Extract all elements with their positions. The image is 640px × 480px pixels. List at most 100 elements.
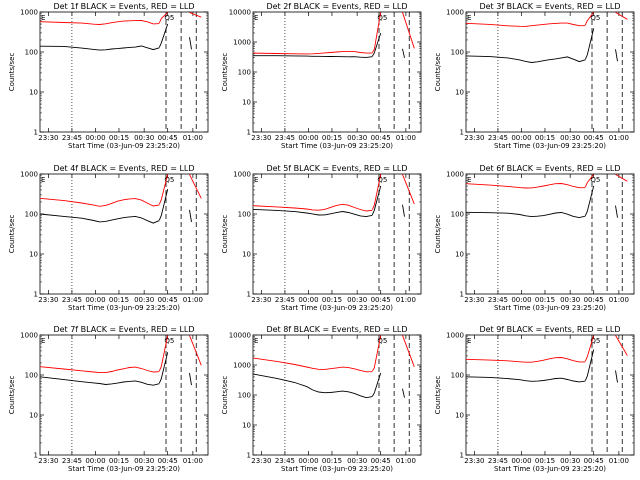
y-tick-label: 100 bbox=[451, 49, 464, 57]
series-line-events bbox=[465, 376, 586, 383]
series-rise-events bbox=[371, 185, 382, 216]
panel-det-7: Det 7f BLACK = Events, RED = LLD 1 10 100 10… bbox=[8, 325, 209, 473]
y-axis-label: Counts/sec bbox=[221, 376, 229, 415]
panel-title: Det 3f BLACK = Events, RED = LLD bbox=[479, 2, 620, 11]
series-rise-events bbox=[158, 352, 169, 384]
flag-label-start: E bbox=[41, 337, 45, 345]
series-decline-lld bbox=[189, 174, 202, 199]
y-tick-label: 100 bbox=[451, 372, 464, 380]
y-tick-label: 100 bbox=[238, 392, 251, 400]
series-line-lld bbox=[252, 357, 373, 373]
series-decline-events bbox=[189, 373, 192, 386]
x-tick-label: 00:15 bbox=[535, 457, 555, 465]
series-rise-lld bbox=[371, 335, 382, 372]
x-tick-label: 23:45 bbox=[275, 457, 295, 465]
x-tick-label: 23:45 bbox=[275, 134, 295, 142]
flag-label-start: E bbox=[467, 14, 471, 22]
x-tick-label: 01:00 bbox=[183, 134, 203, 142]
x-tick-label: 01:00 bbox=[183, 296, 203, 304]
x-tick-label: 00:00 bbox=[85, 296, 105, 304]
x-axis-label: Start Time (03-Jun-09 23:25:20) bbox=[68, 304, 180, 312]
x-tick-label: 00:30 bbox=[347, 296, 367, 304]
series-rise-lld bbox=[158, 174, 169, 205]
panel-title: Det 2f BLACK = Events, RED = LLD bbox=[266, 2, 407, 11]
x-tick-label: 01:00 bbox=[609, 457, 629, 465]
y-tick-label: 1000 bbox=[233, 39, 251, 47]
x-tick-label: 23:30 bbox=[251, 134, 271, 142]
series-rise-events bbox=[371, 372, 382, 397]
series-decline-events bbox=[189, 37, 192, 50]
series-line-lld bbox=[465, 22, 586, 27]
x-tick-label: 23:45 bbox=[62, 296, 82, 304]
x-axis-label: Start Time (03-Jun-09 23:25:20) bbox=[494, 304, 606, 312]
y-tick-label: 100 bbox=[238, 211, 251, 219]
series-decline-lld bbox=[615, 12, 628, 20]
flag-label-peak: Q5 bbox=[377, 14, 387, 22]
x-tick-label: 23:30 bbox=[464, 134, 484, 142]
x-tick-label: 23:30 bbox=[251, 457, 271, 465]
y-tick-label: 100 bbox=[25, 372, 38, 380]
panel-title: Det 5f BLACK = Events, RED = LLD bbox=[266, 164, 407, 173]
series-decline-lld bbox=[615, 335, 628, 356]
y-tick-label: 100 bbox=[25, 49, 38, 57]
y-tick-label: 1 bbox=[460, 291, 464, 299]
x-axis-label: Start Time (03-Jun-09 23:25:20) bbox=[281, 142, 393, 150]
flag-label-peak: Q5 bbox=[377, 337, 387, 345]
panel-det-8: Det 8f BLACK = Events, RED = LLD 1 10 100 10… bbox=[221, 325, 422, 473]
y-tick-label: 1000 bbox=[446, 9, 464, 17]
x-tick-label: 01:00 bbox=[396, 296, 416, 304]
x-tick-label: 01:00 bbox=[183, 457, 203, 465]
x-tick-label: 23:30 bbox=[464, 296, 484, 304]
x-tick-label: 23:45 bbox=[488, 134, 508, 142]
series-rise-lld bbox=[371, 174, 382, 210]
series-rise-events bbox=[584, 185, 595, 216]
y-axis-label: Counts/sec bbox=[434, 53, 442, 92]
x-tick-label: 23:30 bbox=[464, 457, 484, 465]
y-tick-label: 1000 bbox=[446, 332, 464, 340]
y-tick-label: 10000 bbox=[229, 332, 251, 340]
panel-det-6: Det 6f BLACK = Events, RED = LLD 1 10 100 10… bbox=[434, 164, 635, 312]
x-tick-label: 00:15 bbox=[535, 134, 555, 142]
panel-det-9: Det 9f BLACK = Events, RED = LLD 1 10 100 10… bbox=[434, 325, 635, 473]
flag-label-start: E bbox=[254, 176, 258, 184]
y-tick-label: 100 bbox=[451, 211, 464, 219]
panel-det-4: Det 4f BLACK = Events, RED = LLD 1 10 100 10… bbox=[8, 164, 209, 312]
y-axis-label: Counts/sec bbox=[8, 53, 16, 92]
series-rise-lld bbox=[158, 12, 169, 24]
y-tick-label: 10 bbox=[455, 251, 464, 259]
series-rise-lld bbox=[584, 174, 595, 188]
plot-frame bbox=[252, 11, 422, 133]
panel-det-3: Det 3f BLACK = Events, RED = LLD 1 10 100 10… bbox=[434, 2, 635, 150]
x-tick-label: 00:15 bbox=[322, 296, 342, 304]
panel-title: Det 7f BLACK = Events, RED = LLD bbox=[53, 325, 194, 334]
flag-label-peak: Q5 bbox=[164, 337, 174, 345]
x-tick-label: 23:30 bbox=[38, 134, 58, 142]
plot-frame bbox=[252, 334, 422, 456]
plot-frame bbox=[39, 334, 209, 456]
series-line-lld bbox=[39, 20, 160, 25]
y-axis-label: Counts/sec bbox=[221, 215, 229, 254]
y-tick-label: 10 bbox=[29, 412, 38, 420]
x-tick-label: 00:15 bbox=[322, 457, 342, 465]
flag-label-start: E bbox=[41, 176, 45, 184]
x-tick-label: 00:30 bbox=[347, 134, 367, 142]
series-line-events bbox=[465, 211, 586, 219]
series-decline-events bbox=[402, 204, 405, 217]
plot-frame bbox=[39, 173, 209, 295]
series-line-events bbox=[39, 45, 160, 51]
y-tick-label: 1 bbox=[34, 291, 38, 299]
x-tick-label: 00:30 bbox=[134, 134, 154, 142]
y-tick-label: 10 bbox=[242, 99, 251, 107]
series-line-lld bbox=[252, 203, 373, 212]
y-axis-label: Counts/sec bbox=[8, 215, 16, 254]
series-rise-events bbox=[158, 23, 169, 48]
series-decline-events bbox=[615, 205, 618, 218]
y-tick-label: 10000 bbox=[229, 9, 251, 17]
series-rise-events bbox=[584, 349, 595, 381]
y-tick-label: 10 bbox=[242, 422, 251, 430]
x-tick-label: 00:00 bbox=[85, 134, 105, 142]
x-tick-label: 00:15 bbox=[109, 134, 129, 142]
y-tick-label: 1000 bbox=[233, 171, 251, 179]
series-line-lld bbox=[39, 197, 160, 207]
x-tick-label: 00:00 bbox=[298, 296, 318, 304]
